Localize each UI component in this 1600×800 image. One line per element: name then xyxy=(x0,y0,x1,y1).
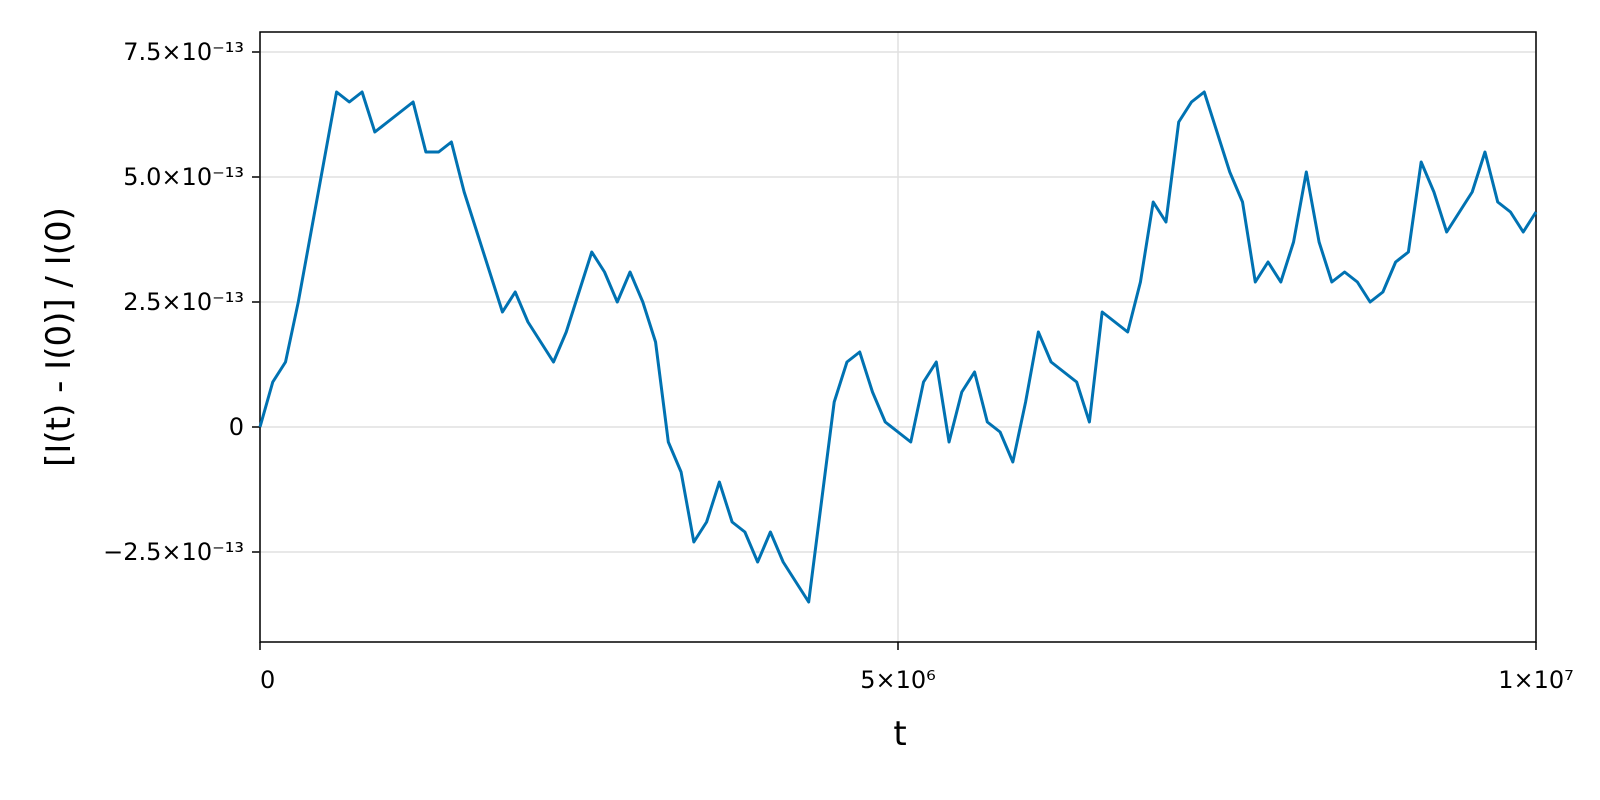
y-tick-label: 5.0×10⁻¹³ xyxy=(123,163,244,191)
x-tick-label: 0 xyxy=(260,666,275,694)
y-tick-label: −2.5×10⁻¹³ xyxy=(103,538,244,566)
x-tick-label: 1×10⁷ xyxy=(1498,666,1574,694)
y-tick-label: 7.5×10⁻¹³ xyxy=(123,38,244,66)
y-tick-label: 0 xyxy=(229,413,244,441)
y-axis-label: [I(t) - I(0)] / I(0) xyxy=(39,207,79,467)
y-tick-label: 2.5×10⁻¹³ xyxy=(123,288,244,316)
x-axis-label: t xyxy=(893,714,906,754)
data-line xyxy=(258,90,1538,604)
x-tick-label: 5×10⁶ xyxy=(860,666,936,694)
plot-frame xyxy=(259,31,1537,643)
